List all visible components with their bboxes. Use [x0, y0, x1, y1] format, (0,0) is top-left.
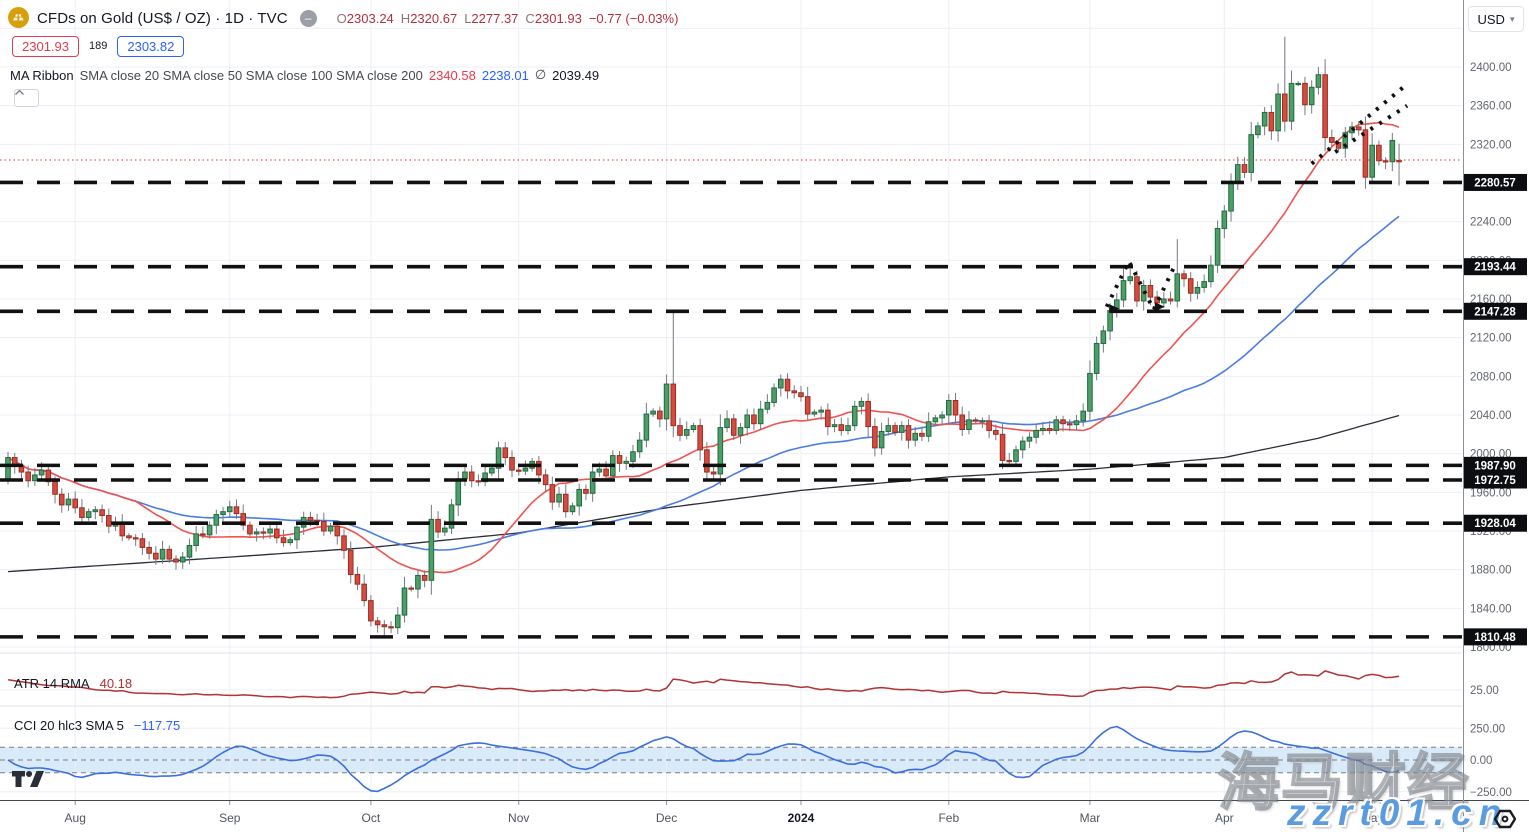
svg-text:1840.00: 1840.00: [1470, 603, 1512, 615]
ma-ribbon-params: SMA close 20 SMA close 50 SMA close 100 …: [79, 67, 423, 83]
svg-text:Aug: Aug: [65, 811, 86, 825]
sma200-value: 2039.49: [552, 67, 600, 83]
collapse-indicators-button[interactable]: [14, 89, 39, 107]
svg-text:0.00: 0.00: [1470, 755, 1492, 767]
svg-text:1987.90: 1987.90: [1474, 460, 1516, 472]
cci-legend[interactable]: CCI 20 hlc3 SMA 5 −117.75: [14, 718, 180, 733]
sma20-value: 2340.58: [428, 67, 476, 83]
atr-value: 40.18: [99, 676, 133, 691]
atr-label: ATR 14 RMA: [14, 676, 90, 691]
svg-text:1960.00: 1960.00: [1470, 487, 1512, 499]
svg-text:2024: 2024: [788, 811, 815, 825]
sma50-value: 2238.01: [481, 67, 529, 83]
svg-text:Sep: Sep: [219, 811, 241, 825]
chevron-up-icon: [15, 90, 24, 95]
gold-coin-icon: [8, 7, 29, 29]
chevron-down-icon: ▾: [1509, 13, 1515, 24]
ohlc-readout: O2303.24 H2320.67 L2277.37 C2301.93 −0.77 (−…: [337, 11, 679, 26]
atr-legend[interactable]: ATR 14 RMA 40.18: [14, 676, 132, 691]
svg-text:2280.57: 2280.57: [1474, 177, 1516, 189]
svg-text:Apr: Apr: [1215, 811, 1234, 825]
buy-price-button[interactable]: 2303.82: [117, 35, 185, 57]
svg-text:1810.48: 1810.48: [1474, 632, 1516, 644]
svg-text:1928.04: 1928.04: [1474, 518, 1516, 530]
svg-text:2120.00: 2120.00: [1470, 333, 1512, 345]
cci-value: −117.75: [133, 718, 181, 733]
symbol-title[interactable]: CFDs on Gold (US$ / OZ) · 1D · TVC: [37, 9, 288, 27]
svg-text:Oct: Oct: [362, 811, 381, 825]
svg-text:2193.44: 2193.44: [1474, 262, 1516, 274]
svg-text:2147.28: 2147.28: [1474, 306, 1516, 318]
spread-value: 189: [89, 40, 108, 52]
close-value: 2301.93: [534, 10, 582, 26]
ma-ribbon-legend[interactable]: MA Ribbon SMA close 20 SMA close 50 SMA …: [10, 67, 599, 83]
low-value: 2277.37: [471, 10, 519, 26]
svg-text:Mar: Mar: [1080, 811, 1101, 825]
low-label: L: [464, 10, 472, 26]
cci-label: CCI 20 hlc3 SMA 5: [14, 718, 124, 733]
high-label: H: [400, 10, 411, 26]
svg-text:2040.00: 2040.00: [1470, 410, 1512, 422]
open-value: 2303.24: [346, 10, 394, 26]
svg-text:Nov: Nov: [508, 811, 529, 825]
svg-text:1972.75: 1972.75: [1474, 475, 1516, 487]
symbol-header: CFDs on Gold (US$ / OZ) · 1D · TVC – O23…: [8, 7, 678, 29]
open-label: O: [336, 10, 347, 26]
svg-text:May: May: [1361, 811, 1384, 825]
svg-text:1880.00: 1880.00: [1470, 565, 1512, 577]
sell-price-button[interactable]: 2301.93: [12, 35, 79, 57]
svg-text:2400.00: 2400.00: [1470, 62, 1512, 74]
currency-selector[interactable]: USD ▾: [1468, 6, 1524, 32]
svg-text:Dec: Dec: [656, 811, 677, 825]
trade-panel: 2301.93 189 2303.82: [12, 34, 185, 58]
svg-text:2240.00: 2240.00: [1470, 217, 1512, 229]
change-value: −0.77 (−0.03%): [588, 10, 679, 26]
empty-set-symbol: ∅: [534, 67, 547, 82]
svg-text:25.00: 25.00: [1470, 685, 1499, 697]
svg-text:Feb: Feb: [938, 811, 959, 825]
svg-text:2080.00: 2080.00: [1470, 371, 1512, 383]
svg-text:2320.00: 2320.00: [1470, 139, 1512, 151]
minus-circle-icon[interactable]: –: [299, 9, 317, 27]
svg-text:2360.00: 2360.00: [1470, 101, 1512, 113]
ma-ribbon-title: MA Ribbon: [10, 67, 74, 83]
svg-text:−250.00: −250.00: [1470, 787, 1512, 799]
close-label: C: [525, 10, 535, 26]
svg-text:250.00: 250.00: [1470, 723, 1505, 735]
currency-label: USD: [1477, 11, 1505, 27]
tv-logo-icon: [12, 771, 44, 787]
high-value: 2320.67: [410, 10, 458, 26]
